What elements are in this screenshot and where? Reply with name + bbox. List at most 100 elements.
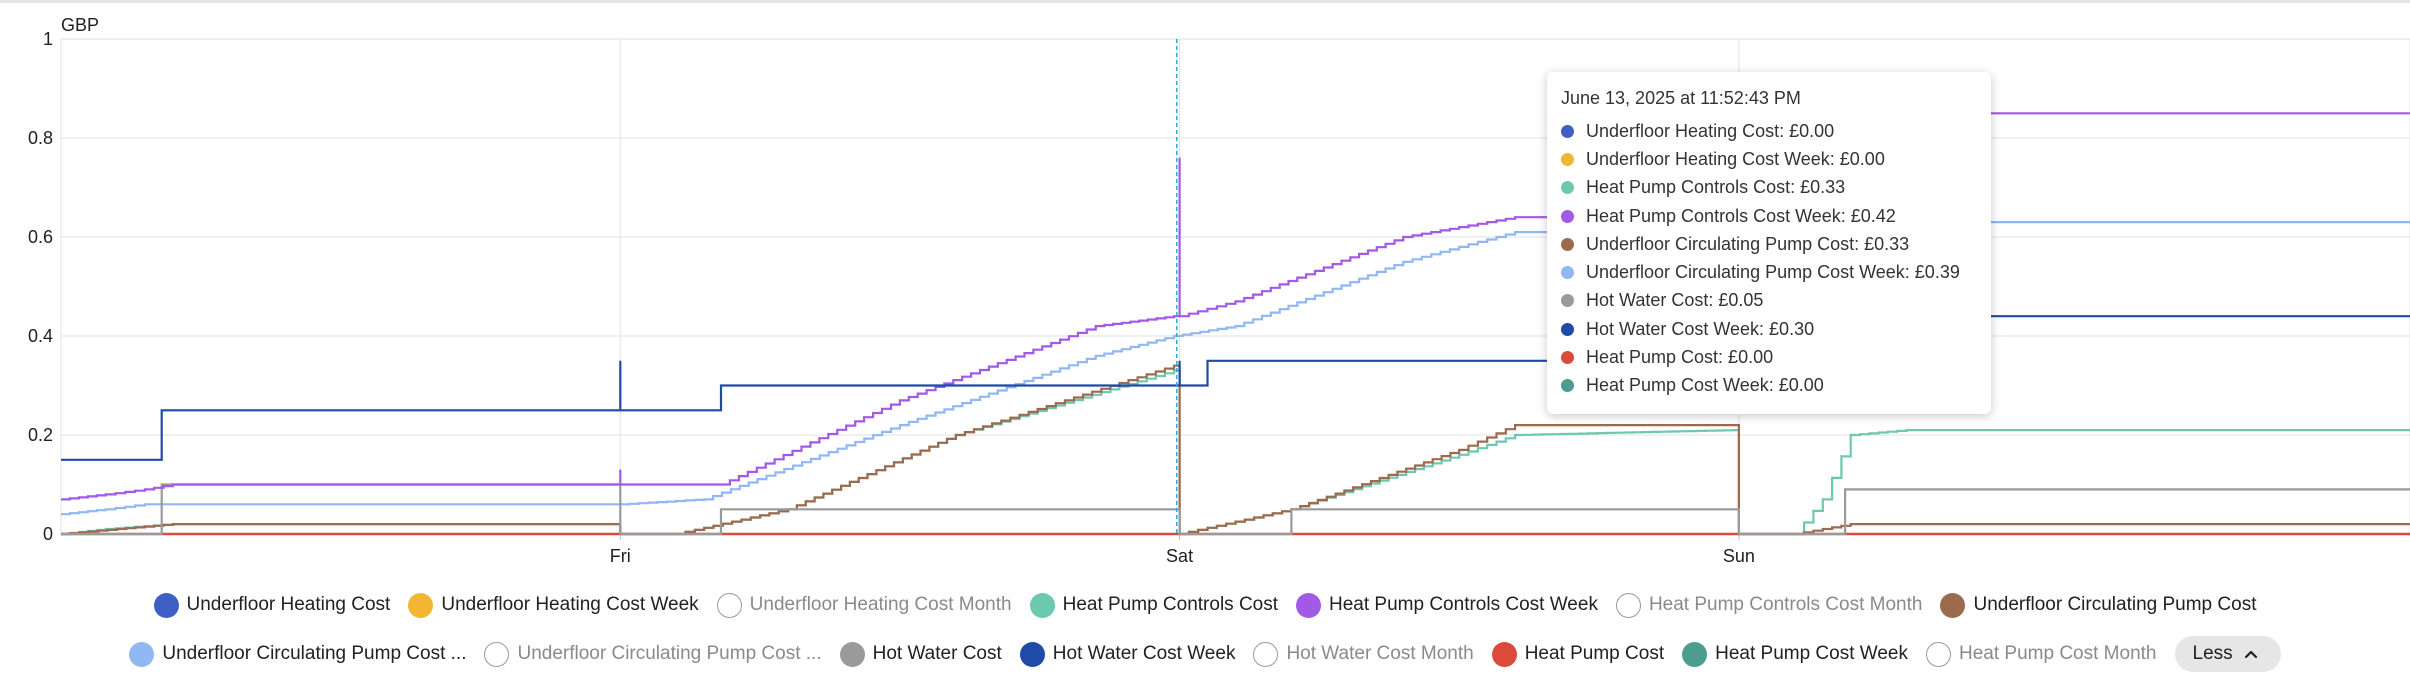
series-color-dot-icon xyxy=(1561,124,1574,138)
tooltip-row: Hot Water Cost: £0.05 xyxy=(1561,287,1977,315)
legend-item[interactable]: Underfloor Heating Cost xyxy=(153,592,391,618)
tooltip-row-label: Hot Water Cost: £0.05 xyxy=(1586,290,1764,311)
legend-row-1: Underfloor Heating Cost Underfloor Heatin… xyxy=(0,588,2410,622)
tooltip-row: Underfloor Heating Cost: £0.00 xyxy=(1561,117,1977,145)
legend-item-label: Heat Pump Cost Week xyxy=(1715,643,1909,664)
y-tick-label: 0 xyxy=(43,524,53,544)
x-tick-label: Sun xyxy=(1723,546,1755,566)
legend-item-label: Underfloor Circulating Pump Cost ... xyxy=(162,643,467,664)
tooltip-row-label: Heat Pump Cost Week: £0.00 xyxy=(1586,375,1824,396)
legend-item-label: Underfloor Heating Cost xyxy=(186,594,391,615)
tooltip-row-label: Underfloor Heating Cost: £0.00 xyxy=(1586,120,1835,141)
tooltip-row: Underfloor Circulating Pump Cost Week: £… xyxy=(1561,258,1977,286)
series-line xyxy=(61,112,2410,501)
top-divider xyxy=(0,0,2410,3)
hidden-series-circle-icon xyxy=(1926,641,1952,667)
plot-area xyxy=(60,38,2410,535)
y-tick-label: 0.6 xyxy=(28,227,53,247)
series-color-circle-icon xyxy=(408,592,434,618)
legend-item-label: Underfloor Heating Cost Week xyxy=(441,594,699,615)
legend-item[interactable]: Underfloor Circulating Pump Cost ... xyxy=(129,641,467,667)
series-color-dot-icon xyxy=(1561,266,1574,280)
legend-item-label: Underfloor Circulating Pump Cost ... xyxy=(517,643,822,664)
series-color-circle-icon xyxy=(1682,641,1708,667)
series-color-circle-icon xyxy=(1029,592,1055,618)
y-tick-label: 0.4 xyxy=(28,326,53,346)
series-color-circle-icon xyxy=(1296,592,1322,618)
legend-item-label: Heat Pump Cost Month xyxy=(1959,643,2157,664)
hidden-series-circle-icon xyxy=(1615,592,1641,618)
series-color-circle-icon xyxy=(1491,641,1517,667)
tooltip-row-label: Heat Pump Cost: £0.00 xyxy=(1586,347,1774,368)
y-tick-label: 1 xyxy=(43,29,53,49)
series-color-dot-icon xyxy=(1561,379,1574,393)
legend-item[interactable]: Heat Pump Cost xyxy=(1491,641,1665,667)
legend-item-label: Hot Water Cost Week xyxy=(1052,643,1236,664)
tooltip-row: Underfloor Circulating Pump Cost: £0.33 xyxy=(1561,230,1977,258)
legend-item-label: Underfloor Heating Cost Month xyxy=(749,594,1012,615)
tooltip-title: June 13, 2025 at 11:52:43 PM xyxy=(1561,88,1801,108)
tooltip-row-label: Underfloor Heating Cost Week: £0.00 xyxy=(1586,148,1885,169)
legend-item[interactable]: Underfloor Heating Cost Month xyxy=(716,592,1012,618)
series-line xyxy=(61,221,2410,516)
legend-item[interactable]: Heat Pump Cost Month xyxy=(1926,641,2157,667)
tooltip-row: Heat Pump Controls Cost Week: £0.42 xyxy=(1561,202,1977,230)
hidden-series-circle-icon xyxy=(1253,641,1279,667)
legend-row-2: Less Underfloor Circulating Pump Cost ..… xyxy=(0,636,2410,672)
series-color-dot-icon xyxy=(1561,322,1574,336)
x-tick-label: Sat xyxy=(1166,546,1193,566)
series-color-circle-icon xyxy=(1019,641,1045,667)
x-tick-label: Fri xyxy=(610,546,631,566)
series-layer xyxy=(61,112,2410,536)
series-color-circle-icon xyxy=(153,592,179,618)
tooltip-row-label: Underfloor Circulating Pump Cost Week: £… xyxy=(1586,262,1960,283)
legend-item[interactable]: Heat Pump Controls Cost xyxy=(1029,592,1279,618)
series-color-dot-icon xyxy=(1561,351,1574,365)
less-label: Less xyxy=(2192,643,2233,664)
series-color-dot-icon xyxy=(1561,294,1574,308)
y-axis-label: GBP xyxy=(61,15,99,35)
series-color-dot-icon xyxy=(1561,209,1574,223)
tooltip-row-label: Hot Water Cost Week: £0.30 xyxy=(1586,318,1815,339)
series-line xyxy=(61,364,2410,536)
tooltip-row-label: Underfloor Circulating Pump Cost: £0.33 xyxy=(1586,233,1910,254)
chevron-up-icon xyxy=(2244,650,2257,659)
series-color-circle-icon xyxy=(839,641,865,667)
legend-item-label: Heat Pump Controls Cost Month xyxy=(1648,594,1923,615)
legend-item[interactable]: Hot Water Cost Week xyxy=(1019,641,1236,667)
legend-item-label: Heat Pump Cost xyxy=(1524,643,1665,664)
legend-item[interactable]: Underfloor Circulating Pump Cost xyxy=(1940,592,2257,618)
hidden-series-circle-icon xyxy=(484,641,510,667)
series-color-circle-icon xyxy=(1940,592,1966,618)
legend-item[interactable]: Hot Water Cost Month xyxy=(1253,641,1474,667)
tooltip-row-label: Heat Pump Controls Cost Week: £0.42 xyxy=(1586,205,1896,226)
legend-item-label: Underfloor Circulating Pump Cost xyxy=(1973,594,2257,615)
series-color-circle-icon xyxy=(129,641,155,667)
series-color-dot-icon xyxy=(1561,237,1574,251)
series-color-dot-icon xyxy=(1561,181,1574,195)
series-color-dot-icon xyxy=(1561,152,1574,166)
tooltip-row: Heat Pump Controls Cost: £0.33 xyxy=(1561,174,1977,202)
y-tick-label: 0.2 xyxy=(28,425,53,445)
tooltip-row: Underfloor Heating Cost Week: £0.00 xyxy=(1561,145,1977,173)
legend-item[interactable]: Underfloor Circulating Pump Cost ... xyxy=(484,641,822,667)
legend-item[interactable]: Hot Water Cost xyxy=(839,641,1002,667)
cost-line-chart[interactable]: 0 0.2 0.4 0.6 0.8 1 Fri Sat Sun GBP xyxy=(0,0,2410,590)
tooltip-row: Hot Water Cost Week: £0.30 xyxy=(1561,315,1977,343)
chart-tooltip: June 13, 2025 at 11:52:43 PM Underfloor … xyxy=(1547,72,1991,414)
tooltip-row-label: Heat Pump Controls Cost: £0.33 xyxy=(1586,177,1846,198)
legend-item-label: Hot Water Cost xyxy=(872,643,1002,664)
hidden-series-circle-icon xyxy=(716,592,742,618)
legend-item-label: Hot Water Cost Month xyxy=(1286,643,1474,664)
tooltip-rows: Underfloor Heating Cost: £0.00 Underfloor… xyxy=(1561,117,1977,400)
legend-item[interactable]: Heat Pump Cost Week xyxy=(1682,641,1909,667)
legend-item-label: Heat Pump Controls Cost xyxy=(1062,594,1279,615)
legend-item[interactable]: Heat Pump Controls Cost Week xyxy=(1296,592,1598,618)
legend-item[interactable]: Heat Pump Controls Cost Month xyxy=(1615,592,1923,618)
tooltip-row: Heat Pump Cost Week: £0.00 xyxy=(1561,372,1977,400)
legend-item-label: Heat Pump Controls Cost Week xyxy=(1329,594,1598,615)
tooltip-row: Heat Pump Cost: £0.00 xyxy=(1561,343,1977,371)
legend-item[interactable]: Underfloor Heating Cost Week xyxy=(408,592,699,618)
less-button[interactable]: Less xyxy=(2174,636,2281,672)
y-tick-label: 0.8 xyxy=(28,128,53,148)
